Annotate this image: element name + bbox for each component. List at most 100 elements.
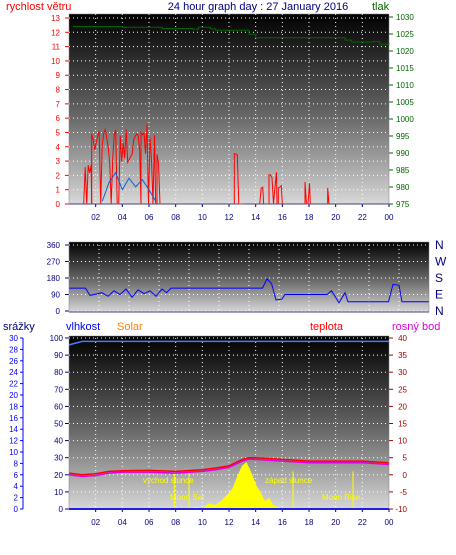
temp-panel-border (68, 335, 390, 510)
humidity-tick-label: 0 (59, 505, 64, 514)
temp-x-tick-label: 08 (171, 518, 180, 527)
temperature-axis-title: teplota (310, 321, 344, 333)
pressure-tick-label: 1020 (396, 47, 414, 56)
wind-speed-burst (277, 184, 283, 205)
temp-x-tick-label: 22 (358, 518, 367, 527)
rain-tick-label: 6 (14, 471, 19, 480)
pressure-tick-label: 1000 (396, 115, 414, 124)
wind-tick-label: 0 (56, 200, 61, 209)
pressure-tick-label: 980 (396, 183, 410, 192)
humidity-axis-title: vlhkost (66, 321, 100, 333)
pressure-tick-label: 1025 (396, 30, 414, 39)
pressure-tick-label: 975 (396, 200, 410, 209)
rain-tick-label: 24 (9, 368, 18, 377)
wind-tick-label: 4 (56, 143, 61, 152)
wind-tick-label: 8 (56, 86, 61, 95)
rain-tick-label: 20 (9, 391, 18, 400)
humidity-tick-label: 60 (54, 402, 63, 411)
humidity-tick-label: 30 (54, 454, 63, 463)
wind-speed-burst (83, 164, 93, 205)
wind-x-tick-label: 06 (145, 213, 154, 222)
sunset-label: západ slunce (265, 476, 313, 485)
compass-label: S (435, 271, 443, 285)
humidity-tick-label: 70 (54, 385, 63, 394)
compass-label: E (435, 288, 443, 302)
pressure-tick-label: 995 (396, 132, 410, 141)
wind-tick-label: 5 (56, 128, 61, 137)
temperature-line (68, 456, 390, 476)
wind-x-tick-label: 00 (385, 213, 394, 222)
humidity-tick-label: 40 (54, 437, 63, 446)
rain-axis-title: srážky (3, 321, 35, 333)
wind-tick-label: 2 (56, 171, 61, 180)
wind-tick-label: 13 (51, 14, 60, 23)
rain-tick-label: 26 (9, 357, 18, 366)
temp-tick-label: -5 (400, 488, 408, 497)
rain-tick-label: 28 (9, 345, 18, 354)
temp-x-tick-label: 10 (198, 518, 207, 527)
temp-x-tick-label: 14 (251, 518, 260, 527)
pressure-tick-label: 985 (396, 166, 410, 175)
temp-x-tick-label: 20 (331, 518, 340, 527)
wind-direction-line (69, 278, 429, 304)
wind-x-tick-label: 18 (305, 213, 314, 222)
rain-tick-label: 0 (14, 505, 19, 514)
temp-tick-label: 0 (403, 471, 408, 480)
wind-gust-line (101, 171, 157, 202)
humidity-tick-label: 100 (50, 334, 64, 343)
wind-tick-label: 10 (51, 57, 60, 66)
wind-x-tick-label: 14 (251, 213, 260, 222)
humidity-line (68, 340, 389, 346)
compass-label: W (435, 255, 447, 269)
wind-speed-burst (327, 187, 330, 205)
rain-tick-label: 16 (9, 414, 18, 423)
rain-tick-label: 22 (9, 380, 18, 389)
wind-x-tick-label: 22 (358, 213, 367, 222)
moonset-label: Moon Set (170, 493, 205, 502)
temp-x-tick-label: 18 (305, 518, 314, 527)
temp-tick-label: 30 (398, 368, 407, 377)
rain-tick-label: 10 (9, 448, 18, 457)
pressure-tick-label: 1005 (396, 98, 414, 107)
temp-x-tick-label: 00 (385, 518, 394, 527)
rain-tick-label: 2 (14, 494, 19, 503)
pressure-tick-label: 1015 (396, 64, 414, 73)
wind-tick-label: 3 (56, 157, 61, 166)
chart-title: 24 hour graph day : 27 January 2016 (168, 1, 348, 13)
pressure-tick-label: 1030 (396, 13, 414, 22)
wind-x-tick-label: 10 (198, 213, 207, 222)
direction-panel-border (68, 241, 430, 313)
dew-point-line (68, 458, 390, 478)
wind-speed-burst (268, 172, 278, 205)
pressure-tick-label: 1010 (396, 81, 414, 90)
wind-panel-border (68, 13, 390, 205)
direction-tick-label: 0 (56, 307, 61, 316)
wind-x-tick-label: 20 (331, 213, 340, 222)
temp-tick-label: -10 (395, 505, 407, 514)
pressure-line (73, 26, 390, 45)
wind-panel (69, 14, 389, 204)
humidity-tick-label: 90 (54, 351, 63, 360)
temp-tick-label: 25 (398, 385, 407, 394)
wind-x-tick-label: 12 (225, 213, 234, 222)
wind-tick-label: 1 (56, 186, 61, 195)
wind-tick-label: 7 (56, 100, 61, 109)
wind-tick-label: 9 (56, 71, 61, 80)
temp-tick-label: 10 (398, 437, 407, 446)
rain-tick-label: 12 (9, 437, 18, 446)
temp-x-tick-label: 12 (225, 518, 234, 527)
wind-speed-burst (140, 124, 157, 205)
rain-tick-label: 14 (9, 425, 18, 434)
solar-axis-title: Solar (117, 321, 143, 333)
temp-x-tick-label: 16 (278, 518, 287, 527)
pressure-axis-title: tlak (372, 1, 390, 13)
pressure-tick-label: 990 (396, 149, 410, 158)
dew-point-axis-title: rosný bod (392, 321, 440, 333)
compass-label: N (435, 304, 444, 318)
temp-tick-label: 20 (398, 402, 407, 411)
temp-x-tick-label: 04 (118, 518, 127, 527)
wind-x-tick-label: 08 (171, 213, 180, 222)
wind-speed-axis-title: rychlost větru (6, 1, 71, 13)
